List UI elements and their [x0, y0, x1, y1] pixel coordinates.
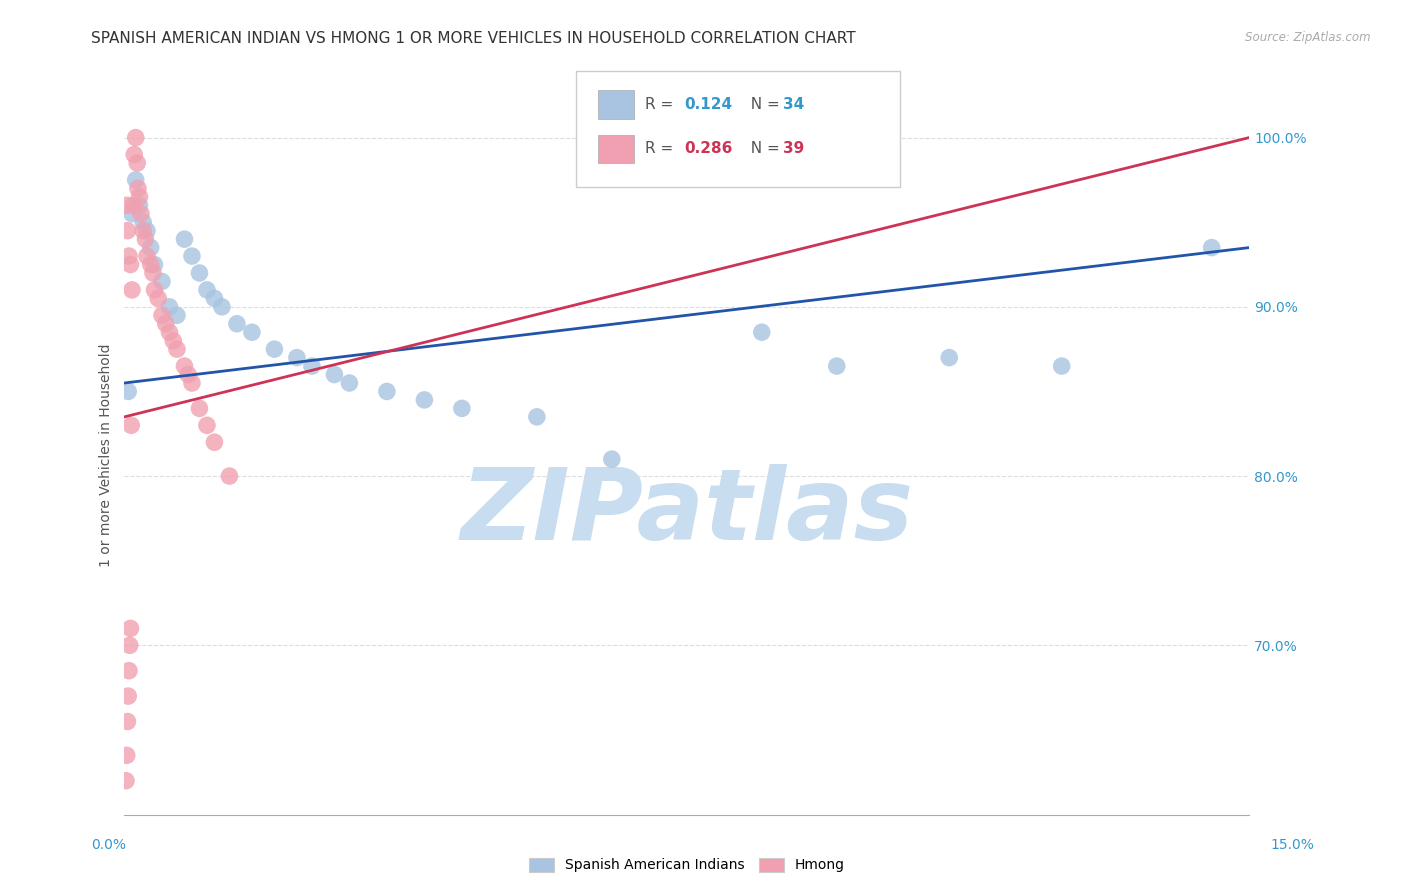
Point	[166, 308, 188, 322]
Point	[173, 232, 195, 246]
Point	[181, 249, 204, 263]
Point	[117, 384, 139, 399]
Point	[218, 469, 240, 483]
Point	[134, 232, 156, 246]
Point	[155, 317, 177, 331]
Text: 0.0%: 0.0%	[91, 838, 127, 852]
Point	[162, 334, 184, 348]
Text: R =: R =	[645, 97, 679, 112]
Text: N =: N =	[741, 97, 785, 112]
Text: 34: 34	[783, 97, 804, 112]
Point	[159, 300, 181, 314]
Point	[132, 224, 155, 238]
Point	[115, 198, 138, 212]
Point	[195, 283, 218, 297]
Point	[751, 325, 773, 339]
Text: 15.0%: 15.0%	[1271, 838, 1315, 852]
Text: 0.124: 0.124	[685, 97, 733, 112]
Point	[139, 241, 162, 255]
Point	[188, 266, 211, 280]
Point	[118, 664, 141, 678]
Point	[211, 300, 233, 314]
Point	[142, 266, 165, 280]
Point	[195, 418, 218, 433]
Point	[339, 376, 361, 390]
Point	[136, 224, 159, 238]
Point	[1201, 241, 1223, 255]
Point	[181, 376, 204, 390]
Point	[526, 409, 548, 424]
Text: N =: N =	[741, 142, 785, 156]
Point	[132, 215, 155, 229]
Point	[118, 638, 141, 652]
Point	[117, 224, 139, 238]
Point	[204, 435, 226, 450]
Point	[128, 190, 150, 204]
Point	[825, 359, 848, 373]
Text: R =: R =	[645, 142, 679, 156]
Text: ZIPatlas: ZIPatlas	[460, 464, 914, 561]
Point	[159, 325, 181, 339]
Point	[115, 773, 138, 788]
Point	[240, 325, 263, 339]
Point	[177, 368, 200, 382]
Point	[117, 714, 139, 729]
Point	[323, 368, 346, 382]
Point	[938, 351, 960, 365]
Point	[120, 418, 142, 433]
Point	[120, 258, 142, 272]
Point	[122, 147, 145, 161]
Point	[188, 401, 211, 416]
Point	[226, 317, 249, 331]
Point	[128, 198, 150, 212]
Point	[121, 283, 143, 297]
Point	[301, 359, 323, 373]
Point	[127, 156, 149, 170]
Point	[204, 291, 226, 305]
Point	[263, 342, 285, 356]
Point	[129, 207, 152, 221]
Point	[122, 198, 145, 212]
Point	[375, 384, 398, 399]
Text: Source: ZipAtlas.com: Source: ZipAtlas.com	[1246, 31, 1371, 45]
Point	[120, 621, 142, 635]
Point	[115, 748, 138, 763]
Y-axis label: 1 or more Vehicles in Household: 1 or more Vehicles in Household	[100, 343, 114, 566]
Point	[143, 283, 166, 297]
Point	[600, 452, 623, 467]
Point	[150, 308, 173, 322]
Point	[117, 689, 139, 703]
Point	[451, 401, 474, 416]
Point	[143, 258, 166, 272]
Point	[285, 351, 308, 365]
Point	[118, 249, 141, 263]
Legend: Spanish American Indians, Hmong: Spanish American Indians, Hmong	[529, 857, 845, 872]
Point	[413, 392, 436, 407]
Point	[125, 173, 148, 187]
Point	[1050, 359, 1073, 373]
Point	[150, 275, 173, 289]
Text: 0.286: 0.286	[685, 142, 733, 156]
Point	[148, 291, 170, 305]
Point	[125, 130, 148, 145]
Text: SPANISH AMERICAN INDIAN VS HMONG 1 OR MORE VEHICLES IN HOUSEHOLD CORRELATION CHA: SPANISH AMERICAN INDIAN VS HMONG 1 OR MO…	[91, 31, 856, 46]
Text: 39: 39	[783, 142, 804, 156]
Point	[121, 207, 143, 221]
Point	[139, 258, 162, 272]
Point	[136, 249, 159, 263]
Point	[173, 359, 195, 373]
Point	[127, 181, 149, 195]
Point	[166, 342, 188, 356]
